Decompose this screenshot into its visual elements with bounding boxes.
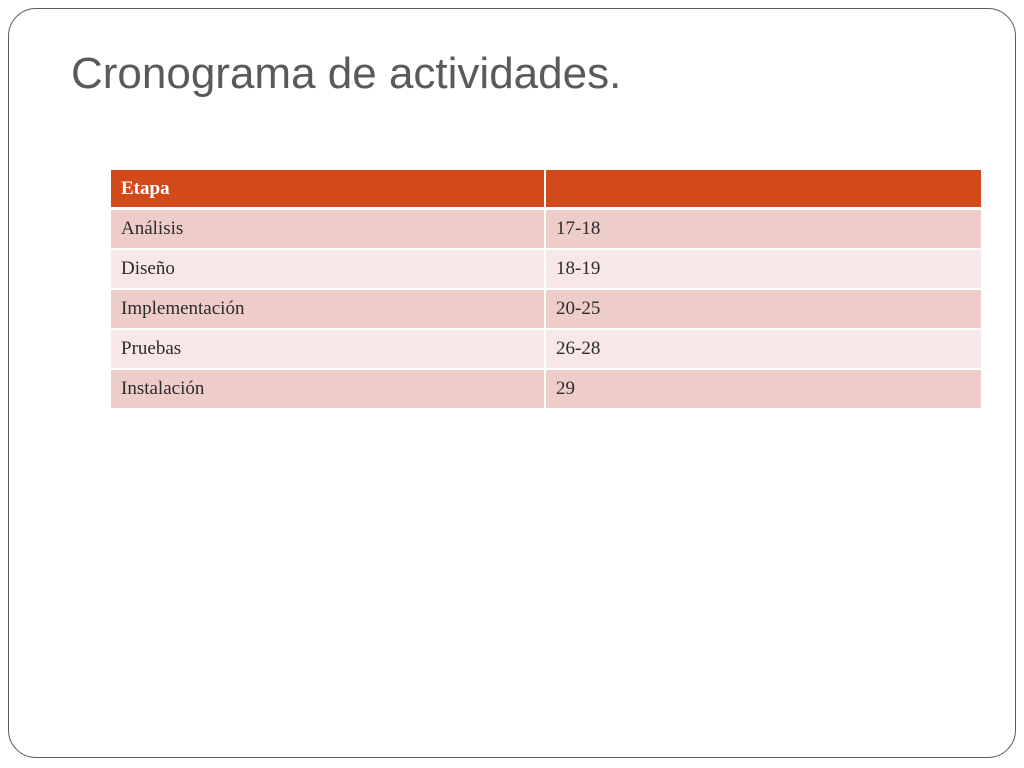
table-row: Análisis 17-18 bbox=[111, 210, 981, 250]
cell-stage: Diseño bbox=[111, 250, 546, 290]
slide-frame: Cronograma de actividades. Etapa Análisi… bbox=[8, 8, 1016, 758]
table-row: Instalación 29 bbox=[111, 370, 981, 410]
cell-stage: Implementación bbox=[111, 290, 546, 330]
cell-stage: Instalación bbox=[111, 370, 546, 410]
header-period bbox=[546, 170, 981, 210]
cell-period: 17-18 bbox=[546, 210, 981, 250]
cell-stage: Pruebas bbox=[111, 330, 546, 370]
cell-period: 29 bbox=[546, 370, 981, 410]
header-stage: Etapa bbox=[111, 170, 546, 210]
cell-period: 18-19 bbox=[546, 250, 981, 290]
table-header-row: Etapa bbox=[111, 170, 981, 210]
cell-period: 20-25 bbox=[546, 290, 981, 330]
cell-stage: Análisis bbox=[111, 210, 546, 250]
table-row: Pruebas 26-28 bbox=[111, 330, 981, 370]
cell-period: 26-28 bbox=[546, 330, 981, 370]
table-row: Diseño 18-19 bbox=[111, 250, 981, 290]
table-row: Implementación 20-25 bbox=[111, 290, 981, 330]
schedule-table: Etapa Análisis 17-18 Diseño 18-19 Implem… bbox=[111, 170, 981, 410]
slide-title: Cronograma de actividades. bbox=[71, 49, 622, 98]
